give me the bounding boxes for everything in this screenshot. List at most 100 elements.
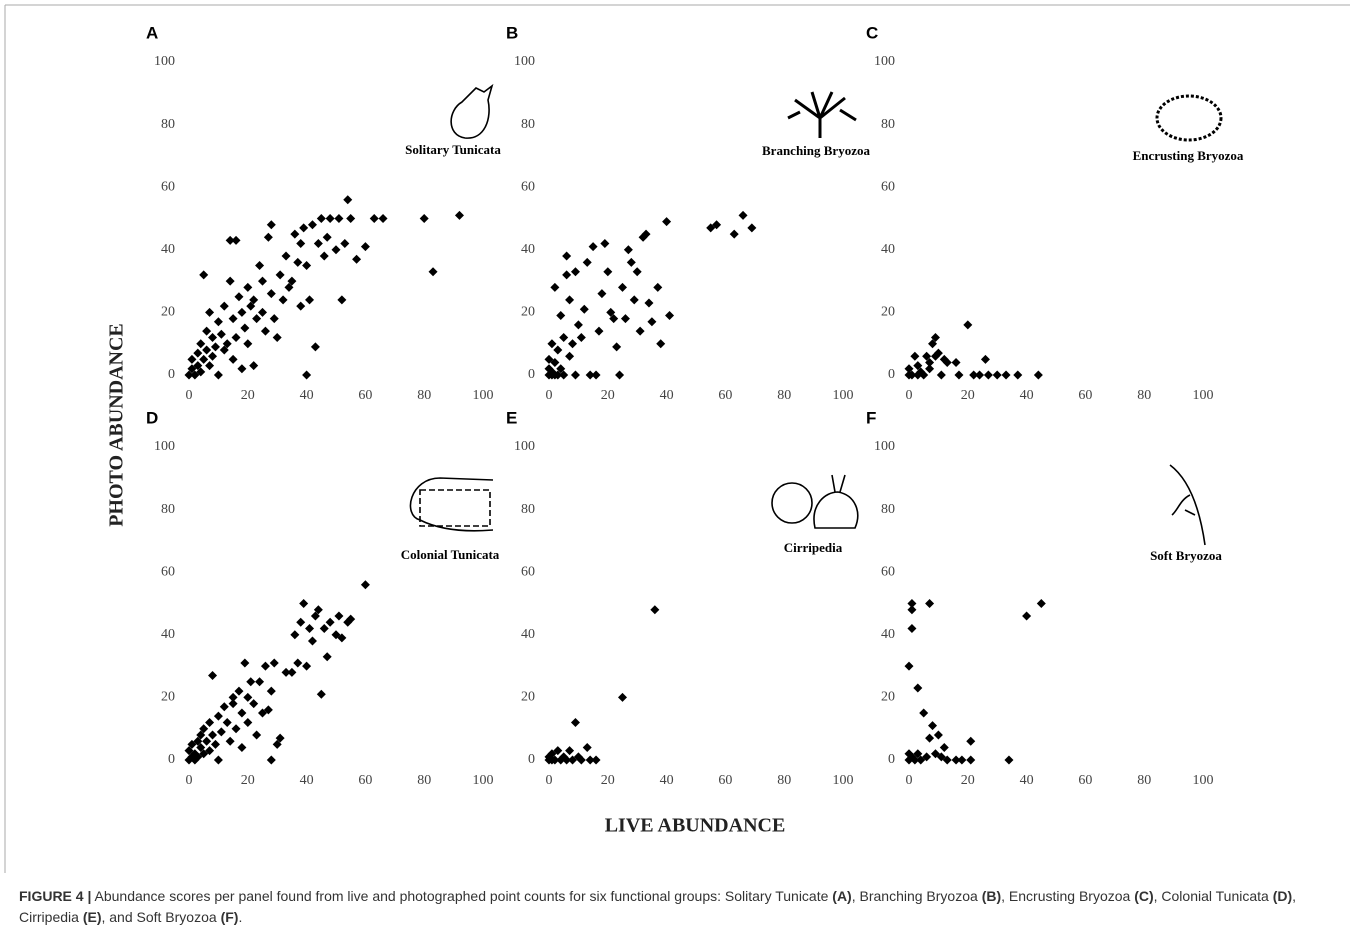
point xyxy=(231,332,241,342)
point xyxy=(208,730,218,740)
point xyxy=(193,736,203,746)
point xyxy=(930,749,940,759)
point xyxy=(208,351,218,361)
point xyxy=(576,755,586,765)
point xyxy=(612,342,622,352)
point xyxy=(199,354,209,364)
x-tick-label: 0 xyxy=(906,388,913,403)
panel-label: F xyxy=(866,408,876,427)
point xyxy=(240,323,250,333)
point xyxy=(322,652,332,662)
y-tick-label: 60 xyxy=(881,179,895,194)
point xyxy=(225,736,235,746)
point xyxy=(310,611,320,621)
x-tick-label: 0 xyxy=(186,773,193,788)
caption-text: (E) xyxy=(82,909,102,925)
point xyxy=(205,717,215,727)
point xyxy=(213,317,223,327)
point xyxy=(606,307,616,317)
caption-text: FIGURE 4 | xyxy=(19,888,92,904)
point xyxy=(925,733,935,743)
point xyxy=(603,267,613,277)
caption-text: (B) xyxy=(981,888,1002,904)
y-tick-label: 60 xyxy=(161,564,175,579)
point xyxy=(325,617,335,627)
y-tick-label: 20 xyxy=(881,690,895,705)
point xyxy=(568,755,578,765)
point xyxy=(184,746,194,756)
y-tick-label: 100 xyxy=(514,439,535,454)
x-tick-label: 80 xyxy=(777,388,791,403)
point xyxy=(275,733,285,743)
point xyxy=(913,749,923,759)
point xyxy=(205,361,215,371)
point xyxy=(187,739,197,749)
point xyxy=(907,599,917,608)
point xyxy=(205,307,215,317)
point xyxy=(290,229,300,239)
point xyxy=(910,351,920,361)
point xyxy=(454,210,464,220)
y-tick-label: 0 xyxy=(528,752,535,767)
point xyxy=(337,633,347,643)
point xyxy=(249,295,259,305)
point xyxy=(980,354,990,364)
point xyxy=(307,636,317,646)
point xyxy=(969,370,979,380)
y-tick-label: 60 xyxy=(881,564,895,579)
point xyxy=(936,752,946,762)
point xyxy=(269,658,279,668)
y-tick-label: 0 xyxy=(168,367,175,382)
point xyxy=(615,370,625,380)
point xyxy=(570,717,580,727)
point xyxy=(562,755,572,765)
caption-text: , Cirripedia xyxy=(19,888,1300,925)
x-tick-label: 0 xyxy=(186,388,193,403)
point xyxy=(975,370,985,380)
point xyxy=(559,370,569,380)
point xyxy=(641,229,651,239)
point xyxy=(302,370,312,380)
point xyxy=(202,326,212,336)
caption-text: , and Soft Bryozoa xyxy=(101,909,221,925)
point xyxy=(202,736,212,746)
point xyxy=(225,276,235,286)
point xyxy=(925,599,935,608)
point xyxy=(565,295,575,305)
point xyxy=(196,339,206,349)
point xyxy=(957,755,967,765)
y-tick-label: 100 xyxy=(154,439,175,454)
y-tick-label: 40 xyxy=(161,627,175,642)
point xyxy=(331,245,341,255)
point xyxy=(193,752,203,762)
point xyxy=(360,242,370,252)
point xyxy=(954,370,964,380)
point xyxy=(225,235,235,245)
y-tick-label: 60 xyxy=(521,179,535,194)
point xyxy=(260,326,270,336)
point xyxy=(302,661,312,671)
point xyxy=(585,755,595,765)
point xyxy=(942,357,952,367)
point xyxy=(609,314,619,324)
point xyxy=(925,357,935,367)
point xyxy=(187,364,197,374)
y-tick-label: 0 xyxy=(888,752,895,767)
point xyxy=(263,232,273,242)
panel-label: D xyxy=(146,408,158,427)
point xyxy=(559,332,569,342)
point xyxy=(246,301,256,311)
point xyxy=(706,223,716,233)
point xyxy=(565,746,575,756)
panel-label: E xyxy=(506,408,517,427)
x-tick-label: 100 xyxy=(1193,388,1214,403)
point xyxy=(252,314,262,324)
point xyxy=(307,220,317,230)
point xyxy=(907,624,917,634)
point xyxy=(199,749,209,759)
point xyxy=(1013,370,1023,380)
point xyxy=(260,661,270,671)
point xyxy=(305,295,315,305)
x-tick-label: 60 xyxy=(358,388,372,403)
point xyxy=(237,742,247,752)
